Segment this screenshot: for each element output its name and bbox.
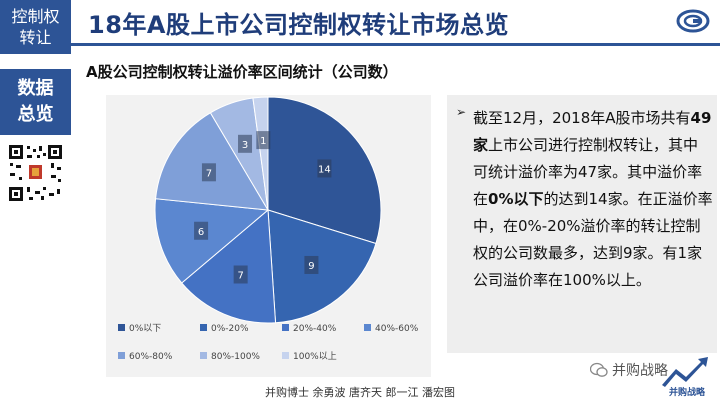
header-divider: [71, 43, 720, 46]
sidebar-section-line1: 数据: [17, 78, 54, 99]
data-label-bg: [194, 221, 209, 240]
data-label: 3: [242, 140, 248, 151]
summary-text-2: 上市公司进行控制权转让，其中可统计溢价率为47家。其中溢价率在: [473, 136, 703, 208]
pie-slice: [252, 96, 269, 211]
footer-authors: 并购博士 余勇波 唐齐天 郎一江 潘宏图: [265, 386, 455, 399]
wechat-icon: [590, 362, 608, 377]
sidebar-topic-line2: 转让: [19, 28, 52, 47]
bullet-arrow-icon: ➢: [456, 105, 467, 119]
data-label: 7: [206, 168, 212, 179]
pie-slice: [181, 208, 277, 324]
summary-bold-2: 0%以下: [488, 190, 544, 208]
sidebar-section-line2: 总览: [17, 104, 54, 125]
brand-logo-text: 并购战略: [669, 386, 706, 397]
pie-chart: 14 9 7 6 7 3 1 0%以下 0%-20% 20%-40% 40%-60% 60%-80% 8…: [118, 96, 419, 362]
legend-label: 20%-40%: [293, 324, 337, 334]
sidebar: 控制权 转让 数据 总览: [0, 0, 71, 405]
summary-paragraph: 截至12月，2018年A股市场共有49家上市公司进行控制权转让，其中可统计溢价率…: [473, 105, 713, 294]
summary-text-3: 的达到14家。在正溢价率中，在0%-20%溢价率的转让控制权的公司数最多，达到9…: [473, 190, 713, 289]
data-label-bg: [317, 159, 332, 178]
legend-label: 60%-80%: [129, 352, 173, 362]
data-label-bg: [201, 163, 216, 182]
summary-bold-1: 49家: [473, 109, 712, 154]
legend-label: 0%-20%: [211, 324, 249, 334]
data-label: 14: [318, 164, 331, 175]
legend-label: 40%-60%: [375, 324, 419, 334]
legend-label: 100%以上: [293, 351, 337, 362]
legend-swatch: [200, 324, 207, 331]
wechat-watermark-text: 并购战略: [612, 363, 668, 379]
summary-textbox: ➢ 截至12月，2018年A股市场共有49家上市公司进行控制权转让，其中可统计溢…: [447, 95, 717, 353]
data-label-bg: [233, 265, 248, 284]
pie-slice: [155, 112, 269, 211]
legend-swatch: [118, 352, 125, 359]
pie-slice: [154, 198, 270, 284]
qr-code-icon: [7, 143, 64, 203]
company-logo-icon: [676, 9, 710, 33]
header-bar: [71, 0, 720, 42]
chart-subtitle: A股公司控制权转让溢价率区间统计（公司数）: [86, 63, 398, 81]
page-title: 18年A股上市公司控制权转让市场总览: [88, 11, 509, 39]
pie-slice: [267, 209, 377, 324]
chart-panel: 14 9 7 6 7 3 1 0%以下 0%-20% 20%-40% 40%-60% 60%-80% 8…: [106, 95, 431, 377]
legend-label: 80%-100%: [211, 352, 260, 362]
legend-swatch: [282, 352, 289, 359]
data-label: 9: [308, 261, 314, 272]
data-label: 7: [237, 271, 243, 282]
legend-swatch: [282, 324, 289, 331]
sidebar-section-block: 数据 总览: [0, 69, 71, 135]
legend-swatch: [118, 324, 125, 331]
data-label-bg: [304, 255, 319, 274]
summary-text-1: 截至12月，2018年A股市场共有: [473, 109, 691, 127]
data-label: 6: [198, 227, 204, 238]
brand-logo-icon: 并购战略: [662, 357, 708, 397]
legend-swatch: [364, 324, 371, 331]
data-label-bg: [256, 131, 271, 150]
legend-label: 0%以下: [129, 324, 161, 334]
sidebar-topic-line1: 控制权: [11, 7, 60, 26]
data-label: 1: [260, 136, 266, 147]
data-label-bg: [238, 134, 253, 153]
wechat-watermark: 并购战略: [590, 360, 668, 380]
sidebar-topic-block: 控制权 转让: [0, 0, 71, 54]
legend-swatch: [200, 352, 207, 359]
